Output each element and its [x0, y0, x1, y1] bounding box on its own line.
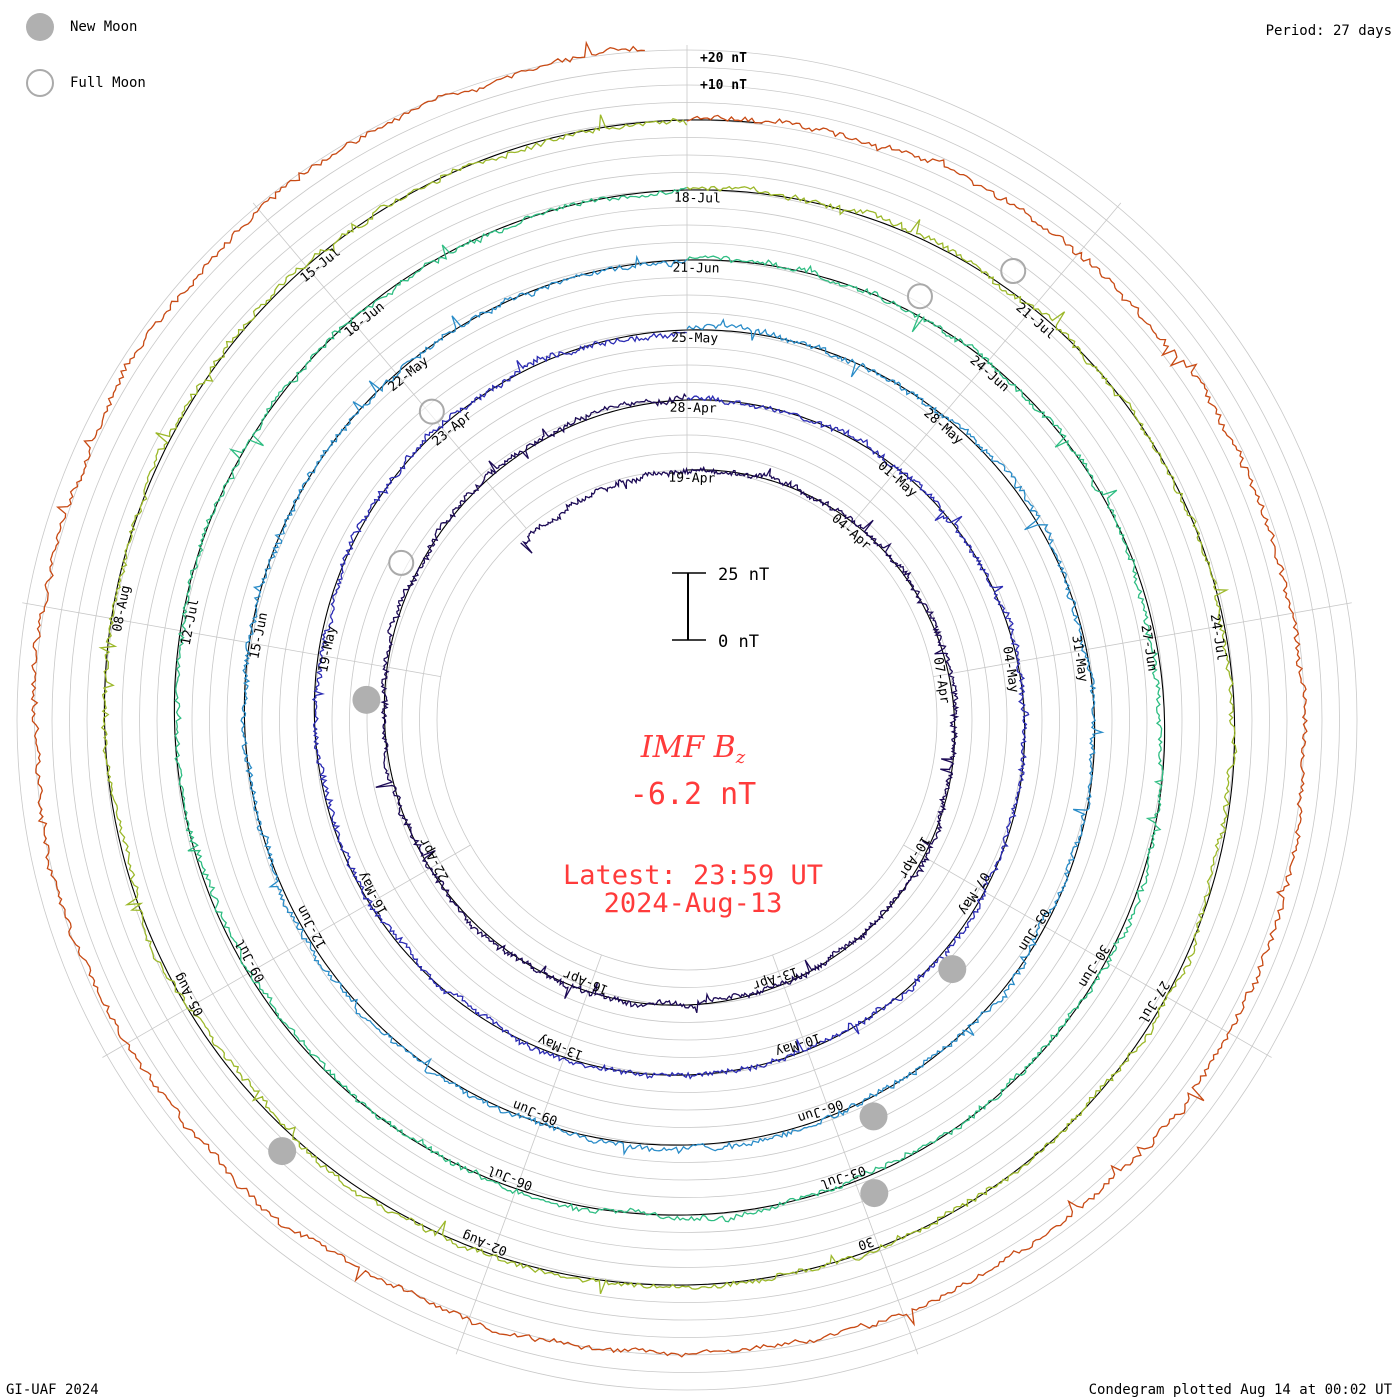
grid-ring [401, 434, 973, 1006]
full-moon-marker-23-Apr [388, 549, 415, 576]
credit-label: GI-UAF 2024 [6, 1382, 99, 1398]
new-moon-icon [26, 13, 54, 41]
period-label: Period: 27 days [1265, 23, 1392, 39]
new-moon-marker-06-Jul [860, 1179, 889, 1208]
full-moon-marker-22-Jun [906, 283, 933, 310]
date-label: 21-Jun [672, 261, 719, 277]
date-label: 31-May [1068, 634, 1090, 683]
scale-bar-bottom-label: 0 nT [718, 632, 759, 652]
date-label: 28-Apr [670, 401, 717, 417]
new-moon-marker-08-Apr [352, 685, 381, 714]
trace-turn-2 [311, 331, 1030, 1080]
grid-spoke [847, 202, 1122, 529]
grid-spoke [772, 954, 919, 1355]
date-label: 25-May [671, 331, 718, 347]
date-label: 07-Apr [930, 656, 952, 705]
date-label: 04-May [999, 645, 1021, 694]
legend-new-moon-label: New Moon [70, 19, 138, 35]
date-label: 27-Jun [1137, 624, 1159, 673]
plotted-label: Condegram plotted Aug 14 at 00:02 UT [1088, 1382, 1392, 1398]
date-label: 10-May [773, 1029, 822, 1058]
date-label: 15-Jul [298, 245, 344, 286]
outer-scale-label-20: +20 nT [700, 51, 747, 66]
date-label: 30 [856, 1233, 876, 1252]
center-latest-value: -6.2 nT [630, 777, 756, 812]
center-latest-date: 2024-Aug-13 [604, 888, 783, 919]
date-label: 06-Jun [796, 1096, 845, 1125]
grid-spoke [903, 844, 1272, 1058]
grid-ring [384, 417, 990, 1023]
date-label: 18-Jul [674, 191, 721, 207]
scale-bar: 25 nT 0 nT [672, 565, 769, 652]
grid-layer [16, 45, 1358, 1391]
date-label: 13-May [536, 1031, 585, 1062]
date-label-layer: 19-Apr04-Apr07-Apr10-Apr13-Apr16-Apr22-A… [110, 191, 1229, 1258]
grid-spoke [455, 954, 602, 1355]
center-title-main: IMF B [640, 730, 736, 765]
date-label: 16-May [355, 869, 391, 918]
grid-spoke [102, 844, 471, 1058]
legend-new-moon: New Moon [26, 12, 146, 42]
trace-turn-4 [174, 186, 1164, 1223]
grid-spoke [22, 602, 441, 677]
date-label: 22-Apr [417, 835, 453, 884]
date-label: 08-Aug [110, 584, 134, 633]
full-moon-marker-23-May [418, 398, 445, 425]
zero-reference-spiral [103, 119, 1236, 1286]
center-latest-time: Latest: 23:59 UT [563, 860, 823, 891]
legend-full-moon-label: Full Moon [70, 75, 146, 91]
moon-layer [268, 257, 1027, 1208]
date-label: 19-Apr [668, 471, 715, 487]
moon-legend: New Moon Full Moon [26, 12, 146, 124]
legend-full-moon: Full Moon [26, 68, 146, 98]
new-moon-marker-08-May [938, 955, 967, 984]
trace-turn-1 [375, 392, 960, 1014]
grid-spoke [252, 202, 527, 529]
date-label: 28-May [921, 406, 966, 448]
outer-scale-label-10: +10 nT [700, 78, 747, 93]
new-moon-marker-06-Jun [859, 1102, 888, 1131]
date-label: 09-Jul [233, 936, 269, 984]
date-label: 02-Aug [460, 1227, 509, 1258]
trace-turn-3 [240, 254, 1105, 1156]
center-info: IMF Bz -6.2 nT Latest: 23:59 UT 2024-Aug… [563, 730, 823, 919]
center-title-sub: z [735, 747, 746, 768]
trace-turn-5 [98, 114, 1238, 1295]
trace-turn-6 [30, 40, 1308, 1358]
full-moon-icon [26, 69, 54, 97]
date-label: 06-Jul [486, 1162, 535, 1193]
date-label: 13-Apr [750, 963, 799, 992]
new-moon-marker-04-Aug [268, 1137, 297, 1166]
date-label: 18-Jun [342, 299, 388, 340]
full-moon-marker-21-Jul [1000, 257, 1027, 284]
trace-layer [30, 40, 1308, 1358]
scale-bar-top-label: 25 nT [718, 565, 769, 585]
center-title: IMF Bz [640, 730, 746, 768]
date-label: 05-Aug [171, 970, 207, 1018]
grid-spoke [933, 602, 1352, 677]
date-label: 21-Jul [1013, 300, 1058, 342]
date-label: 24-Jul [1207, 613, 1229, 662]
